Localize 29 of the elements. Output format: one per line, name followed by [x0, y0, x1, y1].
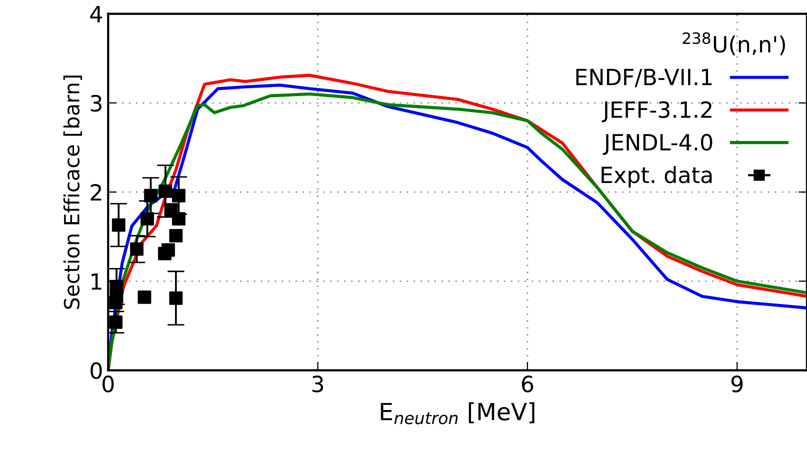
x-axis-title: E$_{neutron}$ [MeV] [380, 402, 534, 424]
point [130, 242, 144, 256]
point [169, 291, 183, 305]
point [172, 212, 186, 226]
y-tick-label: 2 [90, 184, 102, 200]
legend-label: JENDL-4.0 [602, 134, 712, 155]
legend-label: JEFF-3.1.2 [602, 101, 712, 122]
point [109, 315, 123, 329]
point [140, 212, 154, 226]
legend-label: ENDF/B-VII.1 [576, 68, 712, 88]
x-tick-label: 6 [522, 376, 534, 392]
x-tick-label: 0 [102, 376, 114, 392]
y-axis-title: Section Efficace [barn] [63, 76, 82, 309]
point [172, 188, 186, 202]
point [138, 290, 152, 304]
point [158, 184, 172, 198]
y-tick-label: 4 [90, 6, 102, 22]
x-tick-label: 3 [312, 376, 324, 392]
y-tick-label: 0 [90, 362, 102, 380]
legend-label: Expt. data [602, 166, 712, 188]
point [169, 229, 183, 242]
point [112, 218, 126, 232]
y-tick-label: 3 [90, 94, 102, 112]
point [109, 296, 123, 310]
point [162, 243, 175, 257]
x-tick-label: 9 [731, 376, 743, 392]
y-tick-label: 1 [92, 273, 102, 290]
legend-title: $^{238}$U(n,n') [682, 32, 785, 56]
point [144, 188, 158, 202]
